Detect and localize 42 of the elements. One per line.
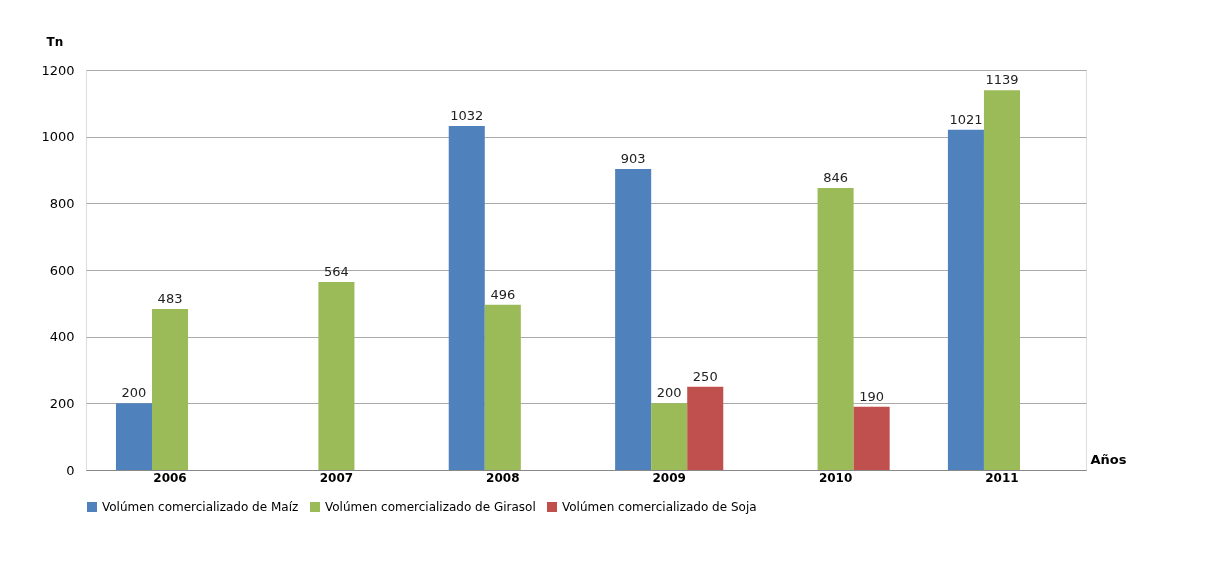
x-tick-label: 2009: [652, 470, 686, 485]
data-label: 564: [324, 264, 349, 279]
data-label: 1021: [949, 111, 983, 127]
y-axis-title: Tn: [46, 34, 64, 49]
data-label: 496: [490, 286, 516, 302]
data-label: 903: [620, 151, 646, 166]
data-label: 483: [157, 291, 183, 306]
data-label: 846: [823, 170, 848, 185]
x-tick-label: 2006: [153, 470, 187, 485]
bar: [318, 282, 355, 470]
bar: [947, 129, 984, 470]
x-tick-label: 2008: [486, 470, 520, 485]
bar: [817, 188, 854, 470]
data-label: 1139: [985, 72, 1019, 88]
bar: [615, 169, 652, 470]
legend-label: Volúmen comercializado de Maíz: [102, 500, 299, 514]
bar: [983, 90, 1020, 470]
bar: [448, 126, 485, 470]
bar: [853, 406, 890, 470]
x-tick-label: 2011: [985, 470, 1019, 485]
bar: [484, 304, 521, 470]
data-label: 190: [859, 388, 885, 404]
x-tick-label: 2010: [818, 470, 853, 485]
data-label: 200: [121, 385, 147, 401]
x-tick-label: 2007: [319, 470, 354, 485]
y-tick-label: 0: [66, 462, 75, 478]
legend-label: Volúmen comercializado de Soja: [562, 500, 757, 514]
data-label: 1032: [450, 108, 484, 123]
x-axis-title: Años: [1090, 451, 1127, 467]
y-tick-label: 1200: [41, 62, 75, 78]
data-label: 250: [692, 368, 718, 384]
y-tick-label: 400: [49, 329, 75, 345]
bar: [687, 386, 724, 470]
legend-label: Volúmen comercializado de Girasol: [325, 500, 536, 514]
bar: [651, 403, 688, 470]
y-tick-label: 600: [49, 262, 75, 278]
y-tick-label: 1000: [41, 129, 75, 145]
y-tick-label: 800: [49, 195, 75, 211]
bar: [115, 403, 152, 470]
bar: [152, 309, 189, 470]
y-tick-label: 200: [49, 395, 75, 411]
data-label: 200: [656, 385, 682, 401]
